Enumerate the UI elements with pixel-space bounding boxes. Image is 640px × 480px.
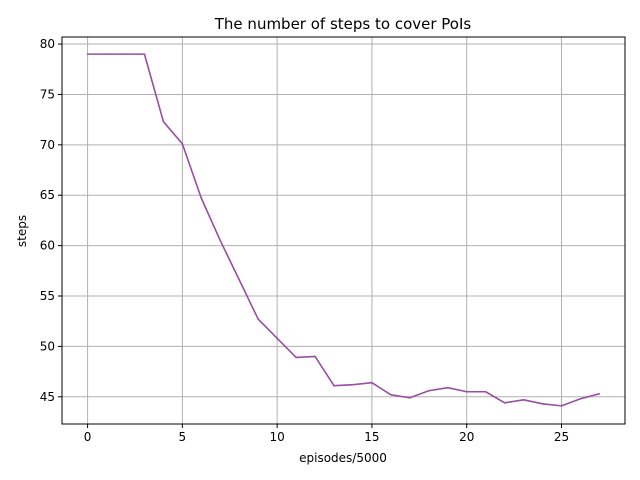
data-point bbox=[428, 389, 430, 392]
data-point bbox=[598, 392, 601, 395]
data-point bbox=[238, 279, 241, 281]
series-line bbox=[87, 53, 600, 407]
x-axis-label: episodes/5000 bbox=[299, 451, 387, 465]
y-tick-label: 70 bbox=[40, 138, 55, 152]
data-point bbox=[124, 53, 127, 55]
data-point bbox=[484, 390, 487, 393]
x-tick-label: 15 bbox=[364, 430, 379, 444]
y-tick-label: 80 bbox=[40, 37, 55, 51]
grid-lines bbox=[62, 37, 625, 424]
data-point bbox=[390, 393, 392, 396]
data-point bbox=[522, 399, 525, 401]
data-point bbox=[200, 197, 203, 200]
data-point bbox=[503, 402, 506, 404]
data-point bbox=[181, 143, 184, 145]
y-axis-label: steps bbox=[15, 215, 29, 247]
chart-title: The number of steps to cover PoIs bbox=[214, 15, 472, 33]
data-point bbox=[352, 383, 354, 386]
y-tick-label: 55 bbox=[40, 289, 55, 303]
data-point bbox=[295, 356, 297, 359]
y-tick-label: 50 bbox=[40, 339, 55, 353]
data-point bbox=[560, 405, 563, 407]
data-point bbox=[333, 384, 335, 387]
data-point bbox=[409, 396, 411, 399]
data-point bbox=[314, 355, 316, 358]
data-point bbox=[86, 53, 89, 55]
x-tick-label: 5 bbox=[179, 430, 187, 444]
y-tick-label: 65 bbox=[40, 188, 55, 202]
data-point bbox=[276, 337, 278, 340]
data-point bbox=[143, 53, 146, 55]
data-point bbox=[465, 390, 468, 393]
data-point bbox=[219, 239, 222, 242]
data-point bbox=[371, 381, 373, 384]
y-tick-label: 75 bbox=[40, 87, 55, 101]
x-tick-label: 20 bbox=[459, 430, 474, 444]
x-tick-label: 0 bbox=[84, 430, 92, 444]
x-tick-label: 25 bbox=[554, 430, 569, 444]
data-point bbox=[579, 398, 582, 400]
y-tick-label: 45 bbox=[40, 390, 55, 404]
data-point bbox=[446, 386, 449, 389]
x-tick-label: 10 bbox=[270, 430, 285, 444]
data-point bbox=[541, 403, 544, 405]
plot-frame bbox=[61, 36, 626, 425]
data-point bbox=[257, 318, 259, 320]
data-point bbox=[162, 120, 165, 123]
y-tick-label: 60 bbox=[40, 239, 55, 253]
ticks: 0 5 10 15 20 25 45 50 55 60 65 70 75 80 bbox=[40, 37, 569, 444]
data-point bbox=[105, 53, 108, 55]
series-layer bbox=[86, 53, 601, 407]
